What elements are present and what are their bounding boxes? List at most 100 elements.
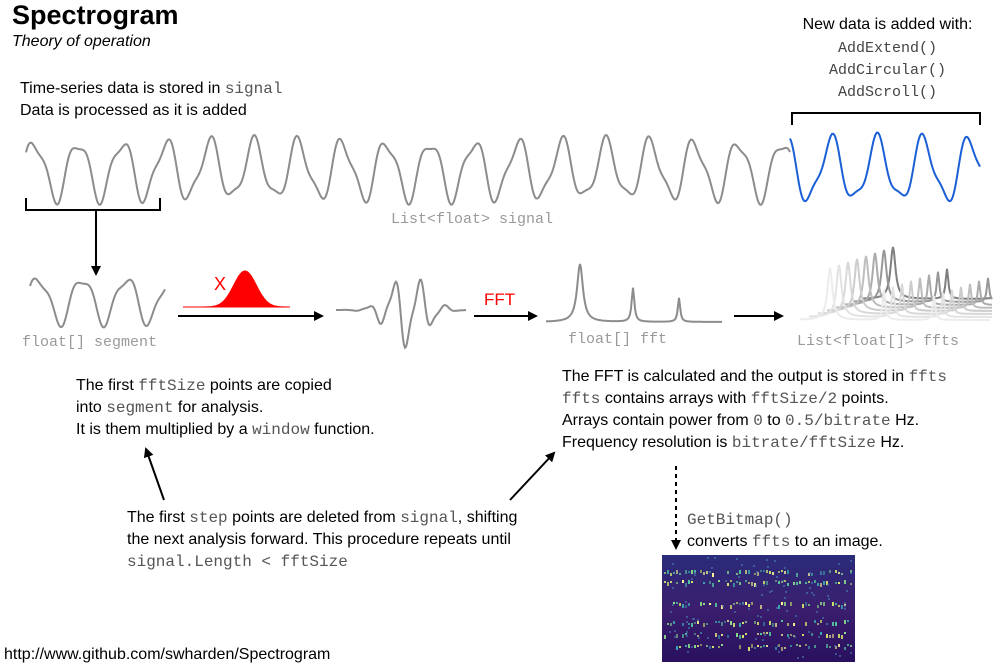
bitmap-pixel [763,584,765,586]
bitmap-pixel [718,646,720,648]
fft-note: The FFT is calculated and the output is … [562,368,947,452]
bitmap-pixel [700,644,702,646]
bitmap-pixel [809,587,811,589]
bitmap-pixel [670,611,672,613]
bitmap-pixel [835,603,837,605]
bitmap-pixel [736,573,738,575]
bitmap-pixel [847,620,849,622]
bitmap-pixel [739,623,741,627]
bitmap-pixel [745,580,747,582]
bitmap-pixel [797,657,799,659]
bitmap-pixel [826,644,828,648]
bitmap-pixel [826,581,828,585]
bitmap-pixel [844,647,846,650]
spectrogram-bitmap-pixels [664,557,852,659]
bitmap-pixel [664,635,666,639]
bitmap-pixel [844,632,846,634]
bitmap-pixel [781,620,783,622]
bitmap-pixel [733,623,735,627]
bitmap-pixel [676,634,678,638]
bitmap-pixel [835,646,837,649]
intro-line2: Data is processed as it is added [20,102,247,119]
bitmap-pixel [709,646,711,649]
bitmap-pixel [844,620,846,624]
ffts-list-label: List<float[]> ffts [797,333,960,350]
bitmap-pixel [682,580,684,583]
bitmap-pixel [697,635,699,637]
bitmap-pixel [835,570,837,573]
bitmap-pixel [775,623,777,627]
bitmap-pixel [742,635,744,638]
bitmap-pixel [757,633,759,635]
bitmap-pixel [703,572,705,575]
bitmap-pixel [817,583,819,586]
bitmap-pixel [766,645,768,647]
bitmap-pixel [787,570,789,574]
bitmap-pixel [811,573,813,576]
bitmap-pixel [841,573,843,575]
bitmap-pixel [775,580,777,582]
bitmap-pixel [757,622,759,625]
bitmap-pixel [811,633,813,636]
bitmap-pixel [754,573,756,575]
bitmap-pixel [820,583,822,587]
bitmap-pixel [742,603,744,605]
bitmap-pixel [703,582,705,584]
step-note: The first step points are deleted from s… [127,509,518,571]
bitmap-pixel [733,583,735,587]
bitmap-pixel [685,633,687,635]
bitmap-pixel [760,605,762,609]
bitmap-pixel [751,582,753,586]
bitmap-pixel [676,646,678,650]
bitmap-pixel [694,622,696,624]
bitmap-pixel [706,623,708,625]
bitmap-pixel [686,616,688,618]
bitmap-pixel [730,605,732,609]
bitmap-pixel [817,623,819,625]
bitmap-pixel [697,645,699,647]
segment-waveform [29,277,166,329]
bitmap-pixel [741,564,743,566]
bitmap-pixel [793,582,795,585]
bitmap-pixel [691,578,693,580]
bitmap-pixel [674,636,676,638]
fft-op-label: FFT [484,290,515,309]
bitmap-pixel [686,635,688,637]
bitmap-pixel [820,632,822,635]
bitmap-pixel [700,602,702,606]
bitmap-pixel [712,583,714,587]
bitmap-pixel [679,646,681,648]
bitmap-pixel [748,608,750,610]
bitmap-pixel [709,603,711,605]
bitmap-pixel [757,615,759,617]
bitmap-pixel [841,635,843,639]
bitmap-pixel [697,621,699,624]
bitmap-pixel [679,573,681,575]
bitmap-pixel [769,571,771,574]
bitmap-pixel [764,634,766,636]
bitmap-pixel [808,604,810,606]
bitmap-pixel [685,583,687,587]
step-to-segment-arrow [143,447,165,501]
bitmap-pixel [760,646,762,648]
ffts-stack-trace [808,264,992,318]
bitmap-pixel [794,636,796,638]
bitmap-pixel [850,572,852,574]
bitmap-pixel [691,646,693,648]
bitmap-pixel [682,634,684,638]
bitmap-pixel [832,622,834,626]
bitmap-pixel [805,602,807,606]
bitmap-pixel [778,571,780,573]
bitmap-pixel [733,603,735,605]
bitmap-pixel [694,572,696,574]
bitmap-pixel [760,633,762,635]
intro-line1: Time-series data is stored in [20,80,225,97]
bitmap-pixel [808,646,810,649]
window-function-shape [183,270,290,308]
bitmap-pixel [841,605,843,609]
bitmap-pixel [685,601,687,603]
bitmap-pixel [736,633,738,637]
bitmap-pixel [748,647,750,651]
bitmap-pixel [682,623,684,626]
bitmap-pixel [694,645,696,648]
